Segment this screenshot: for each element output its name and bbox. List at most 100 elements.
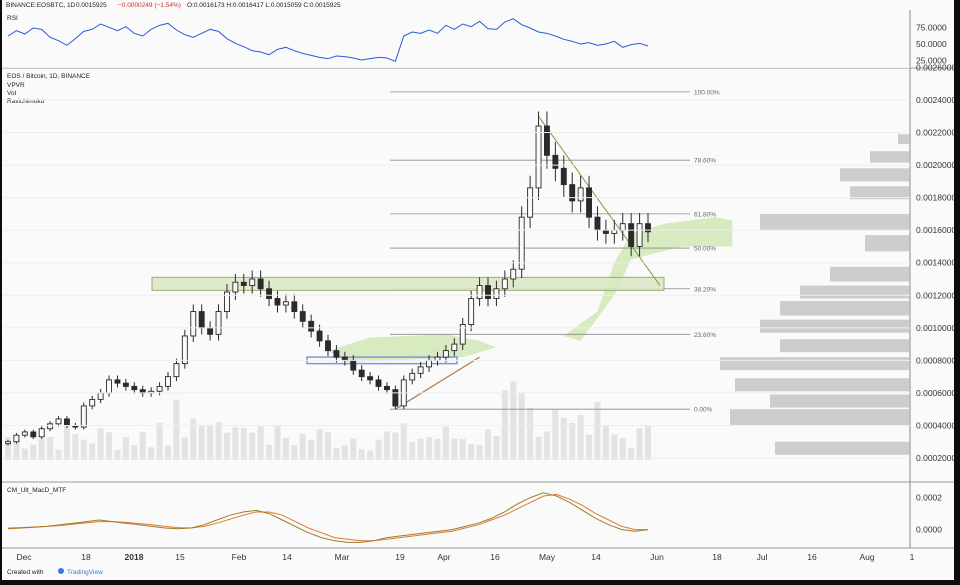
volume-bar [38, 438, 45, 460]
volume-bar [400, 423, 407, 460]
volume-bar [55, 449, 62, 460]
volume-bar [291, 444, 298, 460]
volume-bar [232, 427, 239, 460]
volume-layer [5, 381, 651, 460]
x-tick-label: 14 [282, 552, 292, 562]
price-tick-label: 0.0006000 [916, 388, 954, 398]
price-tick-label: 0.0022000 [916, 128, 954, 138]
price-tick-label: 0.0018000 [916, 193, 954, 203]
fib-level-label: 61.80% [694, 211, 716, 218]
candle-body [442, 350, 449, 358]
volume-bar [535, 436, 542, 460]
candle-body [383, 385, 390, 391]
volume-bar [417, 438, 424, 460]
candle-body [392, 389, 399, 407]
volume-bar [282, 437, 289, 460]
footer-brand[interactable]: TradingView [67, 569, 103, 576]
vpvr-bar [870, 151, 910, 163]
vpvr-bar [760, 319, 910, 333]
fib-level-label: 100.00% [694, 89, 720, 96]
price-tick-label: 0.0004000 [916, 420, 954, 430]
price-panel-label: EOS / Bitcoin, 1D, BINANCE [7, 73, 91, 80]
candle-body [586, 187, 593, 218]
volume-bar [468, 444, 475, 460]
vpvr-bar [720, 357, 910, 371]
volume-bar [476, 444, 483, 460]
candle-body [308, 320, 315, 332]
macd-layer: 0.0002 0.0000 [7, 492, 942, 543]
candle-body [636, 223, 643, 247]
volume-bar [459, 438, 466, 460]
volume-bar [139, 431, 146, 460]
volume-bar [72, 434, 79, 460]
volume-bar [30, 444, 37, 460]
candle-body [535, 125, 542, 189]
candle-body [266, 288, 273, 299]
vpvr-bar [730, 409, 910, 426]
candle-body [367, 376, 374, 381]
axes-layer: 0.0026000 0.0024000 0.0022000 0.0020000 0.00… [2, 62, 956, 562]
volume-bar [181, 437, 188, 460]
vpvr-bar [760, 213, 910, 231]
candle-body [628, 223, 635, 247]
volume-bar [493, 435, 500, 460]
candle-body [106, 379, 113, 394]
x-tick-label: Apr [437, 552, 450, 562]
volume-bar [383, 431, 390, 460]
volume-bar [257, 426, 264, 460]
volume-bar [173, 399, 180, 460]
fib-level-label: 78.60% [694, 158, 716, 165]
header-change: −0.0000249 (−1.54%) [118, 2, 181, 9]
volume-bar [358, 449, 365, 460]
volume-bar [510, 381, 517, 460]
volume-bar [47, 436, 54, 460]
tradingview-logo-icon [58, 568, 64, 574]
volume-bar [586, 434, 593, 460]
candle-body [358, 369, 365, 378]
candle-body [207, 327, 214, 335]
candles-layer [5, 111, 651, 446]
candle-body [552, 154, 559, 169]
support-trendline [395, 356, 480, 410]
candle-body [350, 359, 357, 371]
price-tick-label: 0.0012000 [916, 290, 954, 300]
candle-body [47, 423, 54, 430]
candle-body [316, 330, 323, 342]
candle-body [38, 428, 45, 438]
volume-bar [451, 438, 458, 460]
vpvr-bar [865, 235, 910, 252]
volume-bar [207, 424, 214, 460]
rsi-layer: 75.0000 50.0000 25.0000 [7, 18, 947, 66]
vpvr-bar [898, 134, 910, 144]
price-tick-label: 0.0020000 [916, 160, 954, 170]
volume-bar [569, 422, 576, 460]
macd-tick-label: 0.0000 [916, 525, 942, 535]
candle-body [181, 335, 188, 365]
volume-bar [645, 425, 651, 460]
volume-bar [409, 442, 416, 460]
fib-level-label: 50.00% [694, 246, 716, 253]
indicator-vol: Vol [7, 90, 17, 97]
volume-bar [611, 434, 618, 460]
candle-body [89, 398, 96, 407]
volume-bar [148, 447, 155, 460]
volume-bar [21, 448, 28, 460]
x-tick-label: 14 [591, 552, 601, 562]
candle-body [577, 187, 584, 202]
macd-line [7, 492, 649, 543]
candle-body [165, 376, 171, 387]
candle-body [299, 311, 306, 322]
rsi-line [7, 18, 649, 62]
candle-body [291, 301, 298, 312]
volume-bar [434, 438, 441, 460]
footer-created-with: Created with [7, 569, 44, 576]
volume-bar [325, 432, 331, 460]
candle-body [80, 405, 87, 428]
volume-bar [190, 418, 197, 460]
volume-bar [442, 426, 449, 460]
candle-body [560, 167, 567, 186]
candle-body [63, 418, 70, 426]
header-symbol: BINANCE:EOSBTC, 1D [6, 2, 76, 9]
volume-bar [5, 437, 11, 460]
